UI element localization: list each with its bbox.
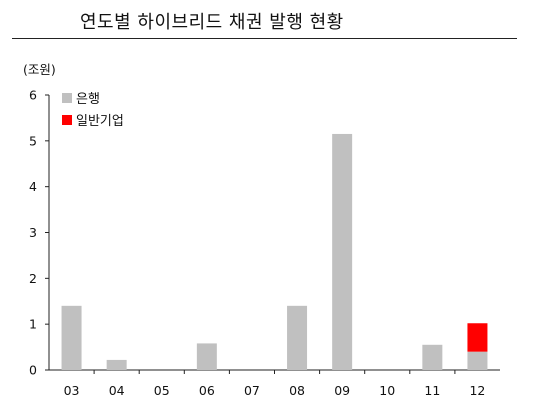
- x-tick-label: 05: [154, 383, 170, 398]
- y-tick-label: 6: [29, 88, 37, 103]
- legend-swatch-bank: [62, 93, 72, 103]
- y-tick-label: 4: [29, 179, 37, 194]
- x-tick-label: 10: [379, 383, 395, 398]
- y-tick-label: 0: [29, 363, 37, 378]
- legend-label-corporate: 일반기업: [76, 114, 124, 129]
- bar-bank-11: [422, 344, 443, 370]
- x-tick-label: 04: [109, 383, 125, 398]
- legend-swatch-corporate: [62, 115, 72, 125]
- x-tick-label: 06: [199, 383, 215, 398]
- y-tick-label: 2: [29, 271, 37, 286]
- legend-label-bank: 은행: [76, 91, 100, 107]
- bar-bank-04: [106, 359, 127, 370]
- chart-title: 연도별 하이브리드 채권 발행 현황: [80, 12, 344, 33]
- bar-bank-06: [196, 343, 217, 370]
- bar-bank-09: [332, 133, 353, 370]
- x-tick-label: 12: [469, 383, 485, 398]
- x-tick-label: 08: [289, 383, 305, 398]
- y-tick-label: 5: [29, 133, 37, 148]
- bar-bank-12: [467, 351, 488, 370]
- x-tick-label: 11: [424, 383, 440, 398]
- bar-corporate-12: [467, 323, 488, 352]
- x-tick-label: 09: [334, 383, 350, 398]
- y-axis-unit: (조원): [23, 62, 56, 77]
- bar-bank-08: [287, 305, 308, 370]
- y-tick-label: 1: [29, 317, 37, 332]
- x-tick-label: 07: [244, 383, 260, 398]
- y-tick-label: 3: [29, 225, 37, 240]
- title-underline: [12, 38, 517, 39]
- x-tick-label: 03: [64, 383, 80, 398]
- bar-bank-03: [61, 305, 82, 370]
